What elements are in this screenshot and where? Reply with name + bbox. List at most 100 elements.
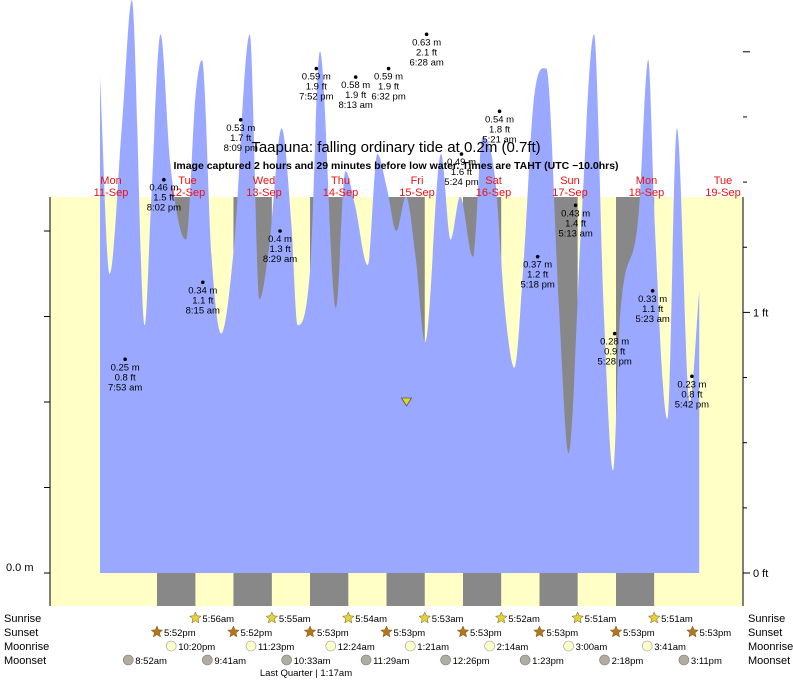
moonset-icon [519, 654, 531, 666]
tide-extreme-time: 5:28 pm [598, 357, 632, 368]
tide-extreme-height-ft: 0.8 ft [115, 372, 136, 383]
y-tick-label-left: 0.0 m [6, 562, 34, 574]
moonrise-icon [563, 640, 574, 652]
tide-extreme-time: 8:09 pm [224, 143, 258, 154]
tide-extreme-height-m: 0.34 m [188, 285, 217, 296]
tide-extreme-dot [497, 109, 502, 114]
almanac-row-label-right: Moonrise [748, 641, 793, 653]
y-tick-label-right: 1 ft [753, 307, 768, 319]
tide-extreme-height-ft: 0.9 ft [604, 347, 625, 358]
sunrise-time: 5:51am [585, 614, 617, 625]
tide-extreme-height-ft: 1.7 ft [230, 133, 251, 144]
moonrise-time: 3:41am [654, 642, 686, 653]
moonset-icon [599, 654, 610, 666]
moonrise-icon [405, 640, 416, 652]
sunset-star-icon [609, 625, 623, 638]
sunrise-time: 5:55am [279, 614, 311, 625]
tide-extreme-height-m: 0.59 m [374, 72, 403, 83]
almanac-row-label-left: Moonset [4, 655, 46, 667]
day-label-date: 15-Sep [399, 187, 434, 199]
day-label-name: Thu [331, 175, 350, 187]
sunset-star-icon [303, 625, 317, 638]
day-label-name: Wed [253, 175, 275, 187]
moonset-time: 11:29am [373, 656, 409, 667]
moonset-time: 1:23pm [532, 656, 564, 667]
tide-extreme-time: 7:52 pm [299, 92, 333, 103]
tide-extreme-time: 7:53 am [108, 382, 142, 393]
day-label-name: Tue [714, 175, 733, 187]
tide-extreme-time: 6:32 pm [371, 92, 405, 103]
moonrise-icon [245, 640, 257, 652]
sunrise-time: 5:52am [508, 614, 540, 625]
tide-extreme-height-m: 0.43 m [561, 208, 590, 219]
day-label-name: Fri [411, 175, 424, 187]
sunset-star-icon [227, 625, 240, 638]
tide-extreme-dot [650, 289, 655, 293]
day-label-date: 19-Sep [705, 187, 740, 199]
sunrise-star-icon [265, 611, 279, 624]
tide-extreme-dot [238, 118, 243, 122]
tide-extreme-dot [353, 75, 358, 79]
day-labels: Mon11-SepTue12-SepWed13-SepThu14-SepFri1… [94, 175, 741, 199]
tide-extreme-time: 8:02 pm [147, 203, 181, 214]
sunrise-star-icon [418, 611, 432, 624]
tide-extreme-time: 6:28 am [409, 57, 443, 68]
sunrise-time: 5:53am [432, 614, 464, 625]
moonset-time: 10:33am [294, 656, 331, 667]
moonrise-time: 12:24am [338, 642, 375, 653]
tide-extreme-dot [459, 152, 464, 156]
moonset-icon [202, 654, 213, 666]
tide-extreme-height-m: 0.54 m [485, 114, 514, 125]
chart-subtitle: Image captured 2 hours and 29 minutes be… [173, 160, 618, 172]
moonset-icon [440, 654, 451, 666]
sunset-star-icon [456, 625, 470, 638]
tide-extreme-dot [123, 357, 127, 362]
day-label-name: Sat [485, 175, 502, 187]
tide-extreme-height-m: 0.28 m [600, 337, 629, 348]
tide-extreme-dot [162, 177, 166, 182]
almanac: Sunrise Sunrise Sunset Sunset Moonrise Moonri… [4, 611, 793, 679]
tide-extreme-height-ft: 2.1 ft [416, 47, 437, 58]
sunset-star-icon [380, 625, 393, 638]
sunset-time: 5:53pm [700, 628, 732, 639]
y-tick-label-right: 0 ft [753, 568, 768, 580]
tide-extreme-time: 5:42 pm [675, 399, 709, 410]
tide-extreme-dot [535, 254, 540, 259]
tide-extreme-height-ft: 1.2 ft [527, 270, 548, 281]
sunset-star-icon [533, 625, 546, 638]
day-label-date: 13-Sep [246, 187, 281, 199]
sunrise-star-icon [494, 611, 508, 624]
tide-extreme-height-ft: 1.4 ft [565, 218, 586, 229]
day-label-name: Sun [560, 175, 580, 187]
tide-extreme-dot [573, 203, 578, 208]
tide-extreme-height-ft: 1.9 ft [306, 82, 327, 93]
tide-extreme-height-ft: 1.5 ft [153, 193, 174, 204]
day-label-name: Tue [178, 175, 197, 187]
almanac-row-label-left: Sunrise [4, 613, 41, 625]
day-label-date: 18-Sep [629, 187, 664, 199]
tide-extreme-height-ft: 1.9 ft [378, 82, 399, 93]
tide-extreme-time: 5:18 pm [520, 280, 554, 291]
moonset-icon [360, 654, 372, 666]
tide-extreme-height-m: 0.4 m [268, 234, 292, 245]
tide-extreme-height-m: 0.49 m [447, 157, 476, 168]
current-tide-triangle [400, 397, 413, 407]
almanac-row-label-left: Sunset [4, 627, 38, 639]
tide-extreme-height-m: 0.58 m [341, 80, 370, 91]
moonrise-time: 11:23pm [258, 642, 294, 653]
tide-extreme-dot [386, 66, 391, 71]
sunset-time: 5:52pm [240, 628, 272, 639]
tide-extreme-dot [612, 331, 617, 336]
tide-extreme-height-ft: 0.8 ft [681, 389, 702, 400]
sunset-time: 5:53pm [317, 628, 349, 639]
sunrise-time: 5:51am [661, 614, 693, 625]
sunrise-time: 5:56am [202, 614, 234, 625]
day-label-name: Mon [100, 175, 121, 187]
day-label-date: 14-Sep [323, 187, 358, 199]
sunset-time: 5:52pm [164, 628, 196, 639]
sunset-time: 5:53pm [394, 628, 426, 639]
tide-extreme-height-ft: 1.9 ft [345, 90, 366, 101]
moonrise-icon [641, 640, 653, 652]
sunset-star-icon [686, 625, 699, 638]
